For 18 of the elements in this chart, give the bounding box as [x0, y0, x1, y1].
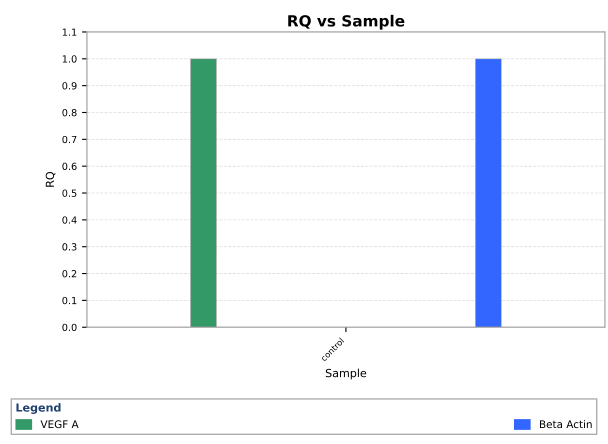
y-tick-label: 1.1	[62, 28, 76, 36]
y-tick-label: 0.7	[62, 136, 76, 144]
y-tick-label: 0.9	[62, 82, 77, 90]
chart-title: RQ vs Sample	[288, 14, 404, 30]
y-tick-label: 0.8	[62, 108, 77, 116]
legend-label: Beta Actin	[540, 420, 592, 428]
y-tick-label: 0.2	[62, 270, 76, 278]
legend-title: Legend	[16, 403, 60, 414]
legend-label: VEGF A	[40, 420, 79, 428]
y-tick-label: 0.4	[62, 216, 77, 224]
y-tick-label: 1.0	[62, 55, 77, 63]
y-tick-label: 0.6	[62, 162, 77, 170]
y-tick-label: 0.3	[62, 243, 76, 251]
y-tick-label: 0.1	[62, 296, 76, 304]
y-axis-title: RQ	[46, 172, 56, 187]
x-axis-title: Sample	[326, 368, 366, 380]
y-tick-label: 0.0	[62, 324, 77, 332]
y-tick-label: 0.5	[62, 189, 76, 197]
